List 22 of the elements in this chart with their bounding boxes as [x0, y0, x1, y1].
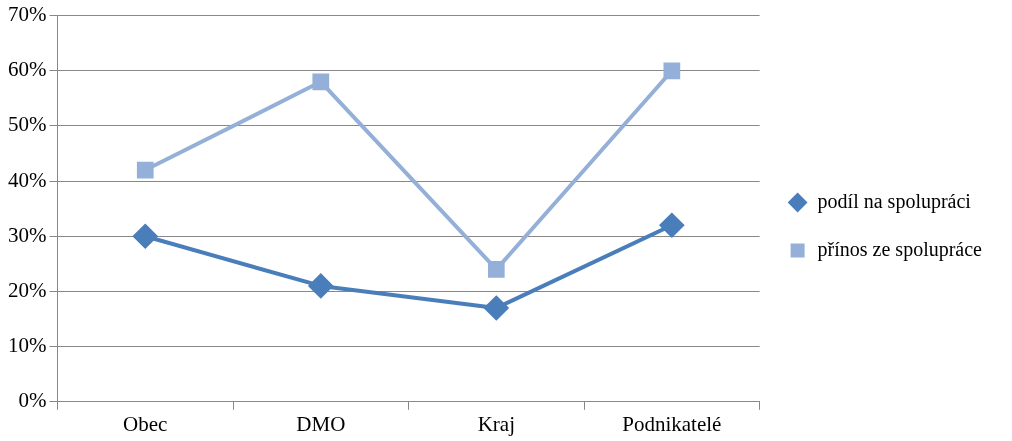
y-tick-label: 20%	[7, 277, 47, 302]
x-tick-label: Obec	[123, 411, 168, 436]
legend-label: přínos ze spolupráce	[817, 237, 983, 261]
point	[484, 296, 509, 321]
point	[308, 273, 333, 298]
point	[663, 62, 681, 80]
point	[312, 73, 330, 91]
x-tick-label: DMO	[296, 411, 346, 436]
y-tick-label: 40%	[7, 167, 47, 192]
y-tick-label: 70%	[7, 2, 47, 27]
point	[659, 213, 684, 238]
x-tick-label: Kraj	[477, 411, 515, 436]
y-tick-label: 50%	[7, 112, 47, 137]
y-tick-label: 30%	[7, 222, 47, 247]
point	[487, 261, 505, 278]
y-tick-label: 0%	[18, 388, 47, 413]
legend-label: podíl na spolupráci	[817, 189, 972, 213]
y-tick-label: 60%	[7, 57, 47, 82]
x-tick-label: Podnikatelé	[622, 411, 722, 436]
point	[136, 161, 154, 179]
point	[133, 224, 158, 249]
y-tick-label: 10%	[7, 333, 47, 358]
